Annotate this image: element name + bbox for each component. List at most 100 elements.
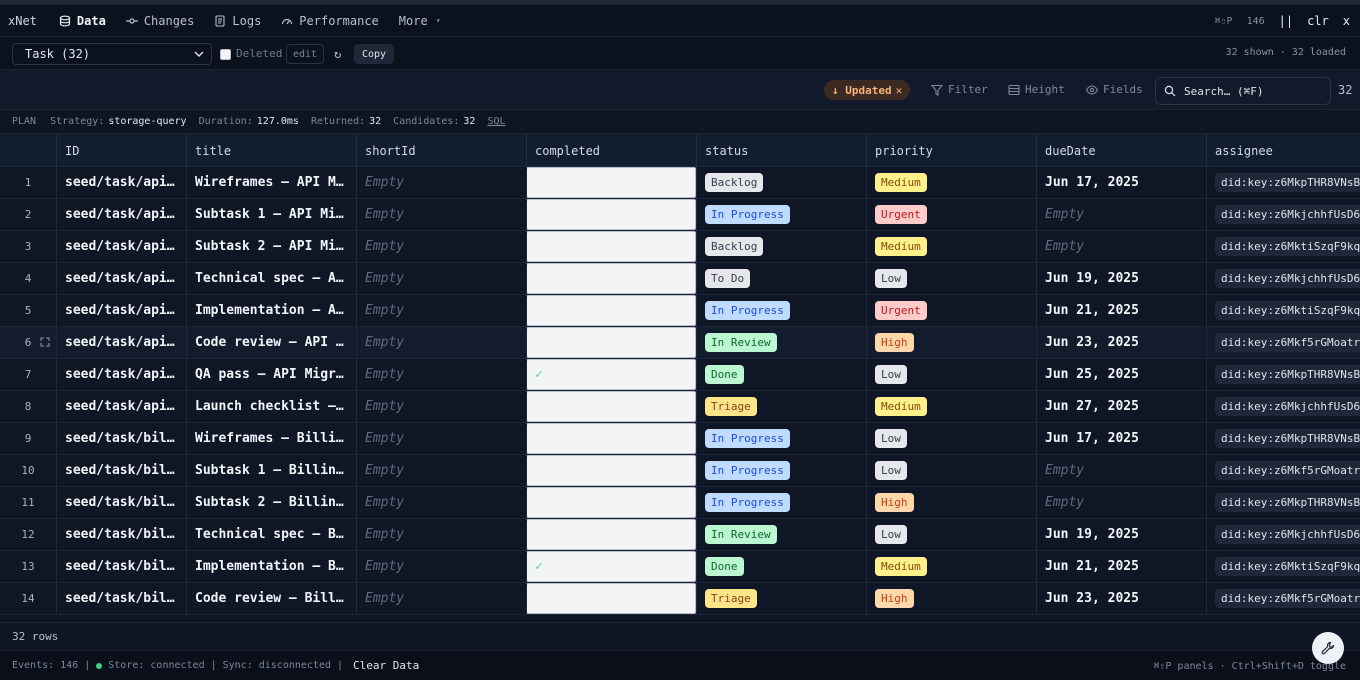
cell-shortid[interactable]: Empty	[356, 359, 526, 390]
cell-completed[interactable]	[526, 231, 696, 262]
cell-id[interactable]: seed/task/bil…	[56, 455, 186, 486]
table-row[interactable]: 6 seed/task/api… Code review — API … Empty I…	[0, 327, 1360, 359]
cell-title[interactable]: Wireframes — Billi…	[186, 423, 356, 454]
cell-id[interactable]: seed/task/bil…	[56, 423, 186, 454]
cell-duedate[interactable]: Jun 17, 2025	[1036, 167, 1206, 198]
cell-completed[interactable]	[526, 327, 696, 358]
column-header-shortid[interactable]: shortId	[356, 134, 526, 167]
cell-title[interactable]: Technical spec — A…	[186, 263, 356, 294]
cell-status[interactable]: Backlog	[696, 167, 866, 198]
cell-id[interactable]: seed/task/api…	[56, 231, 186, 262]
cell-priority[interactable]: Medium	[866, 551, 1036, 582]
cell-completed[interactable]	[526, 199, 696, 230]
cell-completed[interactable]	[526, 391, 696, 422]
cell-shortid[interactable]: Empty	[356, 263, 526, 294]
cell-assignee[interactable]: did:key:z6MkpTHR8VNsBi	[1206, 359, 1360, 390]
cell-title[interactable]: Subtask 1 — API Mi…	[186, 199, 356, 230]
cell-shortid[interactable]: Empty	[356, 231, 526, 262]
cell-assignee[interactable]: did:key:z6MkpTHR8VNsBi	[1206, 167, 1360, 198]
table-row[interactable]: 12 seed/task/bil… Technical spec — B… Empty…	[0, 519, 1360, 551]
cell-completed[interactable]	[526, 583, 696, 614]
cell-duedate[interactable]: Jun 21, 2025	[1036, 551, 1206, 582]
cell-id[interactable]: seed/task/bil…	[56, 519, 186, 550]
cell-priority[interactable]: Urgent	[866, 199, 1036, 230]
cell-title[interactable]: Launch checklist —…	[186, 391, 356, 422]
cell-shortid[interactable]: Empty	[356, 199, 526, 230]
close-icon[interactable]: ✕	[895, 83, 903, 97]
cell-duedate[interactable]: Jun 19, 2025	[1036, 263, 1206, 294]
cell-title[interactable]: Code review — API …	[186, 327, 356, 358]
close-button[interactable]: x	[1342, 14, 1350, 28]
sql-link[interactable]: SQL	[487, 116, 506, 127]
cell-id[interactable]: seed/task/api…	[56, 327, 186, 358]
cell-status[interactable]: Triage	[696, 391, 866, 422]
cell-priority[interactable]: Low	[866, 455, 1036, 486]
cell-shortid[interactable]: Empty	[356, 327, 526, 358]
cell-status[interactable]: In Progress	[696, 487, 866, 518]
cell-id[interactable]: seed/task/bil…	[56, 583, 186, 614]
cell-priority[interactable]: Low	[866, 519, 1036, 550]
cell-shortid[interactable]: Empty	[356, 391, 526, 422]
cell-title[interactable]: Subtask 1 — Billin…	[186, 455, 356, 486]
table-row[interactable]: 9 seed/task/bil… Wireframes — Billi… Empty I…	[0, 423, 1360, 455]
column-header-id[interactable]: ID	[56, 134, 186, 167]
cell-assignee[interactable]: did:key:z6MkjchhfUsD6n	[1206, 391, 1360, 422]
tab-more[interactable]: More ▾	[389, 5, 451, 37]
cell-completed[interactable]	[526, 487, 696, 518]
cell-id[interactable]: seed/task/api…	[56, 295, 186, 326]
cell-duedate[interactable]: Jun 21, 2025	[1036, 295, 1206, 326]
cell-status[interactable]: In Progress	[696, 423, 866, 454]
clear-button[interactable]: clr	[1307, 14, 1329, 28]
cell-assignee[interactable]: did:key:z6MktiSzqF9kqv	[1206, 231, 1360, 262]
cell-completed[interactable]	[526, 263, 696, 294]
cell-title[interactable]: Code review — Bill…	[186, 583, 356, 614]
tab-changes[interactable]: Changes	[116, 5, 205, 37]
cell-completed[interactable]: ✓	[526, 359, 696, 390]
column-header-duedate[interactable]: dueDate	[1036, 134, 1206, 167]
cell-priority[interactable]: Medium	[866, 167, 1036, 198]
sort-chip[interactable]: ↓ Updated ✕	[824, 80, 911, 100]
height-button[interactable]: Height	[1008, 83, 1065, 96]
cell-priority[interactable]: Medium	[866, 231, 1036, 262]
cell-assignee[interactable]: did:key:z6Mkf5rGMoatrS	[1206, 583, 1360, 614]
cell-completed[interactable]: ✓	[526, 551, 696, 582]
copy-button[interactable]: Copy	[354, 44, 395, 64]
cell-title[interactable]: Technical spec — B…	[186, 519, 356, 550]
devtools-toggle-button[interactable]	[1312, 632, 1344, 664]
cell-title[interactable]: Wireframes — API M…	[186, 167, 356, 198]
table-row[interactable]: 3 seed/task/api… Subtask 2 — API Mi… Empty B…	[0, 231, 1360, 263]
deleted-checkbox[interactable]	[220, 49, 231, 60]
cell-status[interactable]: In Progress	[696, 199, 866, 230]
cell-id[interactable]: seed/task/api…	[56, 199, 186, 230]
cell-status[interactable]: Done	[696, 359, 866, 390]
table-row[interactable]: 1 seed/task/api… Wireframes — API M… Empty B…	[0, 167, 1360, 199]
cell-id[interactable]: seed/task/api…	[56, 359, 186, 390]
cell-shortid[interactable]: Empty	[356, 551, 526, 582]
column-header-status[interactable]: status	[696, 134, 866, 167]
cell-status[interactable]: Backlog	[696, 231, 866, 262]
cell-completed[interactable]	[526, 455, 696, 486]
tab-logs[interactable]: Logs	[204, 5, 271, 37]
table-row[interactable]: 10 seed/task/bil… Subtask 1 — Billin… Empty…	[0, 455, 1360, 487]
cell-duedate[interactable]: Jun 27, 2025	[1036, 391, 1206, 422]
refresh-icon[interactable]: ↻	[334, 47, 342, 61]
expand-row-icon[interactable]	[40, 337, 50, 347]
cell-duedate[interactable]: Empty	[1036, 231, 1206, 262]
cell-completed[interactable]	[526, 519, 696, 550]
column-header-priority[interactable]: priority	[866, 134, 1036, 167]
cell-status[interactable]: In Progress	[696, 455, 866, 486]
cell-completed[interactable]	[526, 295, 696, 326]
cell-priority[interactable]: High	[866, 487, 1036, 518]
cell-id[interactable]: seed/task/api…	[56, 391, 186, 422]
table-row[interactable]: 7 seed/task/api… QA pass — API Migr… Empty ✓…	[0, 359, 1360, 391]
table-row[interactable]: 2 seed/task/api… Subtask 1 — API Mi… Empty I…	[0, 199, 1360, 231]
cell-duedate[interactable]: Jun 19, 2025	[1036, 519, 1206, 550]
column-header-completed[interactable]: completed	[526, 134, 696, 167]
fields-button[interactable]: Fields	[1086, 83, 1143, 96]
column-header-title[interactable]: title	[186, 134, 356, 167]
cell-status[interactable]: To Do	[696, 263, 866, 294]
pause-button[interactable]: ||	[1278, 14, 1294, 28]
cell-completed[interactable]	[526, 423, 696, 454]
cell-assignee[interactable]: did:key:z6Mkf5rGMoatrS	[1206, 327, 1360, 358]
cell-assignee[interactable]: did:key:z6MkjchhfUsD6n	[1206, 199, 1360, 230]
